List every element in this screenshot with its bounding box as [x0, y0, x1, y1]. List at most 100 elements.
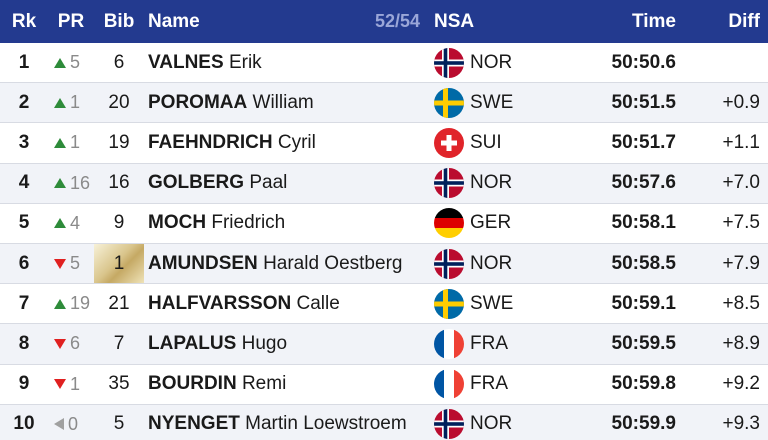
- athlete-firstname: Remi: [241, 373, 287, 395]
- bib-cell: 19: [108, 131, 130, 153]
- switzerland-flag-icon: [434, 127, 464, 158]
- name-header[interactable]: Name 52/54: [144, 11, 434, 33]
- diff-cell: +1.1: [722, 131, 760, 153]
- athlete-surname: NYENGET: [148, 413, 240, 435]
- diff-cell: +8.5: [722, 292, 760, 314]
- arrow-up-icon: [54, 218, 66, 229]
- athlete-name[interactable]: NYENGET Martin Loewstroem: [144, 413, 434, 435]
- pr-cell: 19: [48, 293, 94, 314]
- bib-cell: 9: [113, 212, 125, 234]
- rank-cell: 7: [18, 292, 30, 314]
- athlete-name[interactable]: GOLBERG Paal: [144, 172, 434, 194]
- athlete-name[interactable]: LAPALUS Hugo: [144, 333, 434, 355]
- athlete-name[interactable]: POROMAA William: [144, 92, 434, 114]
- athlete-name[interactable]: AMUNDSEN Harald Oestberg: [144, 253, 434, 275]
- diff-cell: +9.2: [722, 373, 760, 395]
- time-cell: 50:58.1: [611, 212, 676, 234]
- athlete-surname: VALNES: [148, 51, 224, 73]
- athlete-firstname: Erik: [228, 51, 262, 73]
- arrow-down-icon: [54, 258, 66, 269]
- athlete-surname: GOLBERG: [148, 172, 245, 194]
- athlete-surname: POROMAA: [148, 91, 248, 113]
- pr-value: 4: [70, 212, 81, 233]
- table-row[interactable]: 3 1 19 FAEHNDRICH Cyril SUI 50:51.7 +1.1: [0, 123, 768, 164]
- time-header[interactable]: Time: [631, 10, 676, 32]
- bib-cell: 21: [108, 292, 130, 314]
- arrow-up-icon: [54, 137, 66, 148]
- table-row[interactable]: 6 5 1 AMUNDSEN Harald Oestberg NOR 50:58.5 +7.…: [0, 243, 768, 285]
- rank-cell: 2: [18, 91, 30, 113]
- table-row[interactable]: 4 16 16 GOLBERG Paal NOR 50:57.6 +7.0: [0, 163, 768, 204]
- rank-header[interactable]: Rk: [11, 10, 37, 32]
- nsa-cell: SUI: [434, 127, 580, 158]
- table-row[interactable]: 7 19 21 HALFVARSSON Calle SWE 50:59.1 +8.5: [0, 284, 768, 325]
- nsa-cell: NOR: [434, 47, 580, 78]
- pr-cell: 0: [48, 414, 94, 435]
- bib-header[interactable]: Bib: [103, 10, 135, 32]
- pr-value: 5: [70, 52, 81, 73]
- nsa-code: SUI: [470, 131, 502, 153]
- diff-header[interactable]: Diff: [728, 10, 760, 32]
- pr-cell: 5: [48, 253, 94, 274]
- table-row[interactable]: 1 5 6 VALNES Erik NOR 50:50.6: [0, 43, 768, 84]
- nsa-cell: FRA: [434, 328, 580, 359]
- athlete-firstname: Calle: [296, 292, 340, 314]
- pr-cell: 4: [48, 213, 94, 234]
- table-body: 1 5 6 VALNES Erik NOR 50:50.6 2 1 20 POROMAA Will…: [0, 43, 768, 440]
- arrow-down-icon: [54, 338, 66, 349]
- athlete-firstname: William: [252, 91, 314, 113]
- nsa-code: NOR: [470, 172, 513, 194]
- nsa-code: SWE: [470, 91, 514, 113]
- diff-cell: +0.9: [722, 91, 760, 113]
- athlete-name[interactable]: HALFVARSSON Calle: [144, 293, 434, 315]
- table-row[interactable]: 5 4 9 MOCH Friedrich GER 50:58.1 +7.5: [0, 203, 768, 244]
- pr-value: 0: [68, 413, 79, 434]
- nsa-code: NOR: [470, 413, 513, 435]
- table-row[interactable]: 10 0 5 NYENGET Martin Loewstroem NOR 50:59.9 +…: [0, 404, 768, 440]
- results-counter: 52/54: [374, 11, 420, 31]
- arrow-up-icon: [54, 298, 66, 309]
- pr-cell: 6: [48, 333, 94, 354]
- pr-cell: 16: [48, 173, 94, 194]
- pr-value: 1: [70, 132, 81, 153]
- sweden-flag-icon: [434, 87, 464, 118]
- pr-value: 6: [70, 333, 81, 354]
- athlete-surname: AMUNDSEN: [148, 252, 258, 274]
- athlete-surname: FAEHNDRICH: [148, 131, 273, 153]
- france-flag-icon: [434, 369, 464, 400]
- table-row[interactable]: 8 6 7 LAPALUS Hugo FRA 50:59.5 +8.9: [0, 324, 768, 365]
- athlete-name[interactable]: MOCH Friedrich: [144, 212, 434, 234]
- athlete-surname: LAPALUS: [148, 332, 237, 354]
- pr-value: 1: [70, 373, 81, 394]
- rank-cell: 4: [18, 172, 30, 194]
- rank-cell: 10: [13, 413, 35, 435]
- france-flag-icon: [434, 328, 464, 359]
- athlete-name[interactable]: FAEHNDRICH Cyril: [144, 132, 434, 154]
- nsa-cell: NOR: [434, 409, 580, 440]
- diff-cell: +8.9: [722, 332, 760, 354]
- arrow-up-icon: [54, 97, 66, 108]
- athlete-surname: MOCH: [148, 212, 207, 234]
- athlete-firstname: Paal: [249, 172, 288, 194]
- table-row[interactable]: 9 1 35 BOURDIN Remi FRA 50:59.8 +9.2: [0, 364, 768, 405]
- nsa-cell: NOR: [434, 248, 580, 279]
- pr-header[interactable]: PR: [57, 10, 85, 32]
- diff-cell: +7.5: [722, 212, 760, 234]
- arrow-up-icon: [54, 178, 66, 189]
- bib-cell: 35: [108, 373, 130, 395]
- pr-cell: 1: [48, 374, 94, 395]
- rank-cell: 9: [18, 373, 30, 395]
- bib-cell: 7: [113, 332, 125, 354]
- nsa-header[interactable]: NSA: [434, 10, 475, 32]
- arrow-left-icon: [54, 418, 64, 431]
- arrow-up-icon: [54, 57, 66, 68]
- rank-cell: 5: [18, 212, 30, 234]
- norway-flag-icon: [434, 409, 464, 440]
- athlete-name[interactable]: VALNES Erik: [144, 52, 434, 74]
- nsa-code: FRA: [470, 373, 508, 395]
- table-row[interactable]: 2 1 20 POROMAA William SWE 50:51.5 +0.9: [0, 83, 768, 124]
- athlete-name[interactable]: BOURDIN Remi: [144, 373, 434, 395]
- arrow-down-icon: [54, 379, 66, 390]
- time-cell: 50:57.6: [611, 172, 676, 194]
